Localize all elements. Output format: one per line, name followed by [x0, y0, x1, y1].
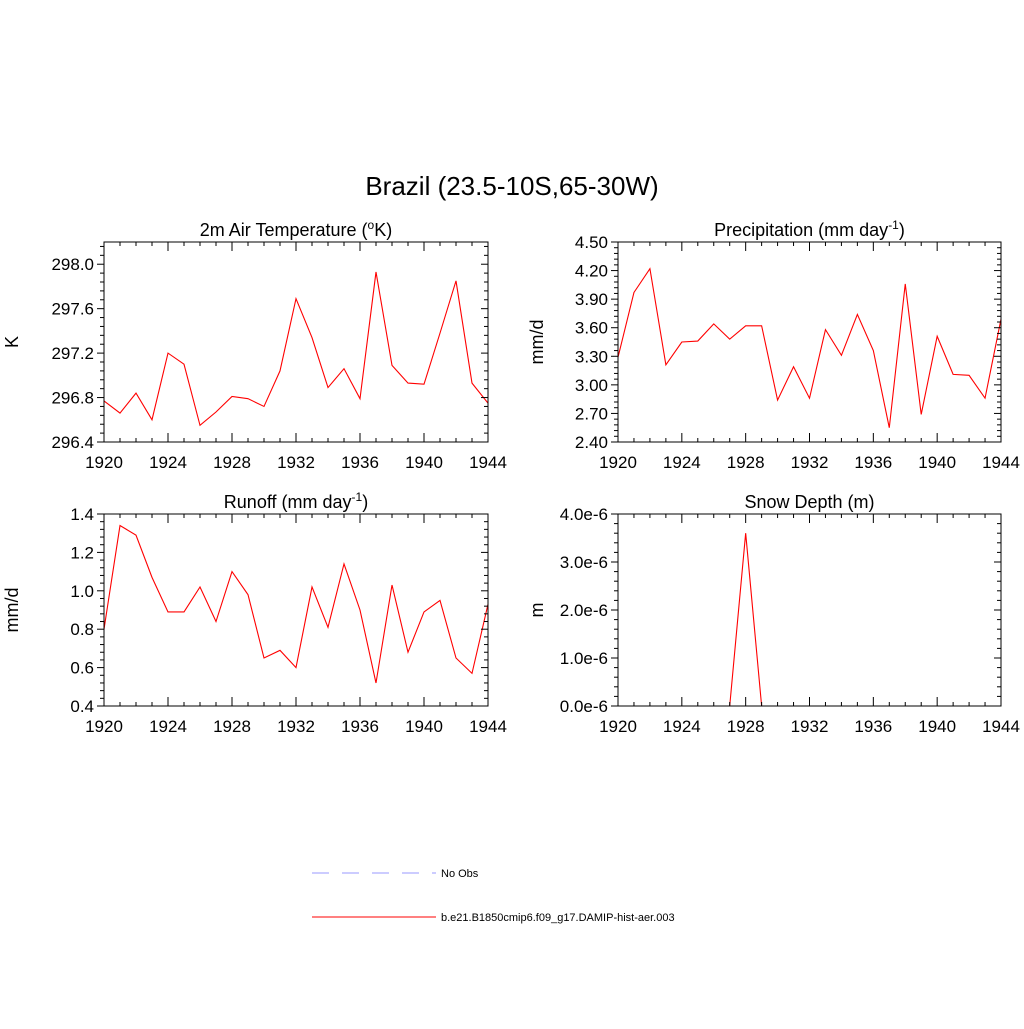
- air-temperature-y-axis-label: K: [2, 336, 22, 348]
- precipitation-y-tick-label: 4.50: [575, 233, 608, 252]
- air-temperature-x-tick-label: 1932: [277, 453, 315, 472]
- snow-depth-x-tick-label: 1920: [599, 717, 637, 736]
- runoff-x-tick-label: 1924: [149, 717, 187, 736]
- air-temperature-title-superscript: o: [368, 218, 375, 232]
- runoff-y-tick-label: 1.4: [70, 505, 94, 524]
- air-temperature-series-line: [104, 271, 488, 427]
- runoff-y-tick-label: 0.4: [70, 697, 94, 716]
- precipitation-y-tick-label: 3.60: [575, 319, 608, 338]
- precipitation-y-tick-label: 3.30: [575, 347, 608, 366]
- chart-snow-depth: 1920 1924 1928 1932 1936 1940 1944 0.0e-6 1.0e-6…: [527, 492, 1020, 736]
- runoff-y-tick-label: 0.6: [70, 659, 94, 678]
- air-temperature-y-tick-label: 296.8: [51, 389, 94, 408]
- legend-label: b.e21.B1850cmip6.f09_g17.DAMIP-hist-aer.…: [441, 912, 675, 924]
- snow-depth-x-tick-label: 1932: [791, 717, 829, 736]
- air-temperature-title-end: K): [374, 220, 392, 240]
- legend-label: No Obs: [441, 868, 479, 880]
- snow-depth-plot-frame: [617, 513, 1002, 707]
- runoff-x-tick-label: 1936: [341, 717, 379, 736]
- precipitation-x-tick-label: 1944: [982, 453, 1020, 472]
- precipitation-x-tick-label: 1936: [854, 453, 892, 472]
- snow-depth-x-tick-label: 1928: [727, 717, 765, 736]
- precipitation-title-superscript: -1: [888, 218, 899, 232]
- precipitation-title: Precipitation (mm day-1): [714, 218, 905, 240]
- runoff-title: Runoff (mm day-1): [224, 490, 368, 512]
- legend-item: b.e21.B1850cmip6.f09_g17.DAMIP-hist-aer.…: [312, 912, 675, 924]
- snow-depth-x-tick-label: 1936: [854, 717, 892, 736]
- runoff-x-tick-label: 1932: [277, 717, 315, 736]
- precipitation-x-tick-label: 1920: [599, 453, 637, 472]
- precipitation-x-tick-label: 1940: [918, 453, 956, 472]
- chart-precipitation: 1920 1924 1928 1932 1936 1940 1944 2.40 2.70 3.00…: [527, 218, 1020, 472]
- chart-runoff: 1920 1924 1928 1932 1936 1940 1944 0.4 0.6 0.8 1.0…: [2, 490, 507, 736]
- snow-depth-y-tick-label: 4.0e-6: [560, 505, 608, 524]
- runoff-y-tick-label: 1.0: [70, 582, 94, 601]
- precipitation-x-tick-label: 1932: [791, 453, 829, 472]
- snow-depth-x-tick-label: 1940: [918, 717, 956, 736]
- precipitation-y-tick-label: 2.40: [575, 433, 608, 452]
- air-temperature-x-tick-label: 1928: [213, 453, 251, 472]
- snow-depth-series-line: [618, 533, 1001, 706]
- air-temperature-y-tick-label: 296.4: [51, 433, 94, 452]
- air-temperature-x-tick-label: 1936: [341, 453, 379, 472]
- chart-air-temperature: 1920 1924 1928 1932 1936 1940 1944 296.4 296.8 29…: [2, 218, 507, 472]
- snow-depth-y-tick-label: 3.0e-6: [560, 553, 608, 572]
- snow-depth-y-axis-label: m: [527, 603, 547, 618]
- runoff-x-tick-label: 1940: [405, 717, 443, 736]
- air-temperature-plot-frame: [103, 241, 489, 443]
- precipitation-y-tick-label: 2.70: [575, 404, 608, 423]
- legend: No Obs b.e21.B1850cmip6.f09_g17.DAMIP-his…: [312, 868, 675, 924]
- precipitation-title-end: ): [899, 220, 905, 240]
- runoff-title-superscript: -1: [352, 490, 363, 504]
- runoff-series-line: [104, 524, 488, 684]
- air-temperature-x-tick-label: 1920: [85, 453, 123, 472]
- chart-panels: 1920 1924 1928 1932 1936 1940 1944 296.4 296.8 29…: [2, 218, 1020, 736]
- precipitation-y-axis-label: mm/d: [527, 320, 547, 365]
- precipitation-series-line: [618, 267, 1001, 428]
- precipitation-y-tick-label: 4.20: [575, 262, 608, 281]
- runoff-title-end: ): [362, 492, 368, 512]
- legend-item: No Obs: [312, 868, 479, 880]
- runoff-plot-frame: [103, 513, 489, 707]
- runoff-x-tick-label: 1928: [213, 717, 251, 736]
- snow-depth-title: Snow Depth (m): [744, 492, 874, 512]
- runoff-x-tick-label: 1920: [85, 717, 123, 736]
- air-temperature-x-tick-label: 1944: [469, 453, 507, 472]
- snow-depth-x-tick-label: 1924: [663, 717, 701, 736]
- snow-depth-y-tick-label: 2.0e-6: [560, 601, 608, 620]
- precipitation-x-tick-label: 1924: [663, 453, 701, 472]
- air-temperature-y-tick-label: 297.6: [51, 300, 94, 319]
- precipitation-x-tick-label: 1928: [727, 453, 765, 472]
- runoff-y-axis-label: mm/d: [2, 588, 22, 633]
- runoff-x-tick-label: 1944: [469, 717, 507, 736]
- precipitation-y-tick-label: 3.00: [575, 376, 608, 395]
- snow-depth-y-tick-label: 0.0e-6: [560, 697, 608, 716]
- snow-depth-y-tick-label: 1.0e-6: [560, 649, 608, 668]
- runoff-y-tick-label: 1.2: [70, 543, 94, 562]
- runoff-y-tick-label: 0.8: [70, 620, 94, 639]
- figure-title: Brazil (23.5-10S,65-30W): [365, 171, 658, 201]
- air-temperature-x-tick-label: 1924: [149, 453, 187, 472]
- snow-depth-x-tick-label: 1944: [982, 717, 1020, 736]
- precipitation-y-tick-label: 3.90: [575, 290, 608, 309]
- air-temperature-y-tick-label: 297.2: [51, 344, 94, 363]
- air-temperature-title: 2m Air Temperature (oK): [200, 218, 392, 240]
- air-temperature-x-tick-label: 1940: [405, 453, 443, 472]
- air-temperature-y-tick-label: 298.0: [51, 255, 94, 274]
- precipitation-plot-frame: [617, 241, 1002, 443]
